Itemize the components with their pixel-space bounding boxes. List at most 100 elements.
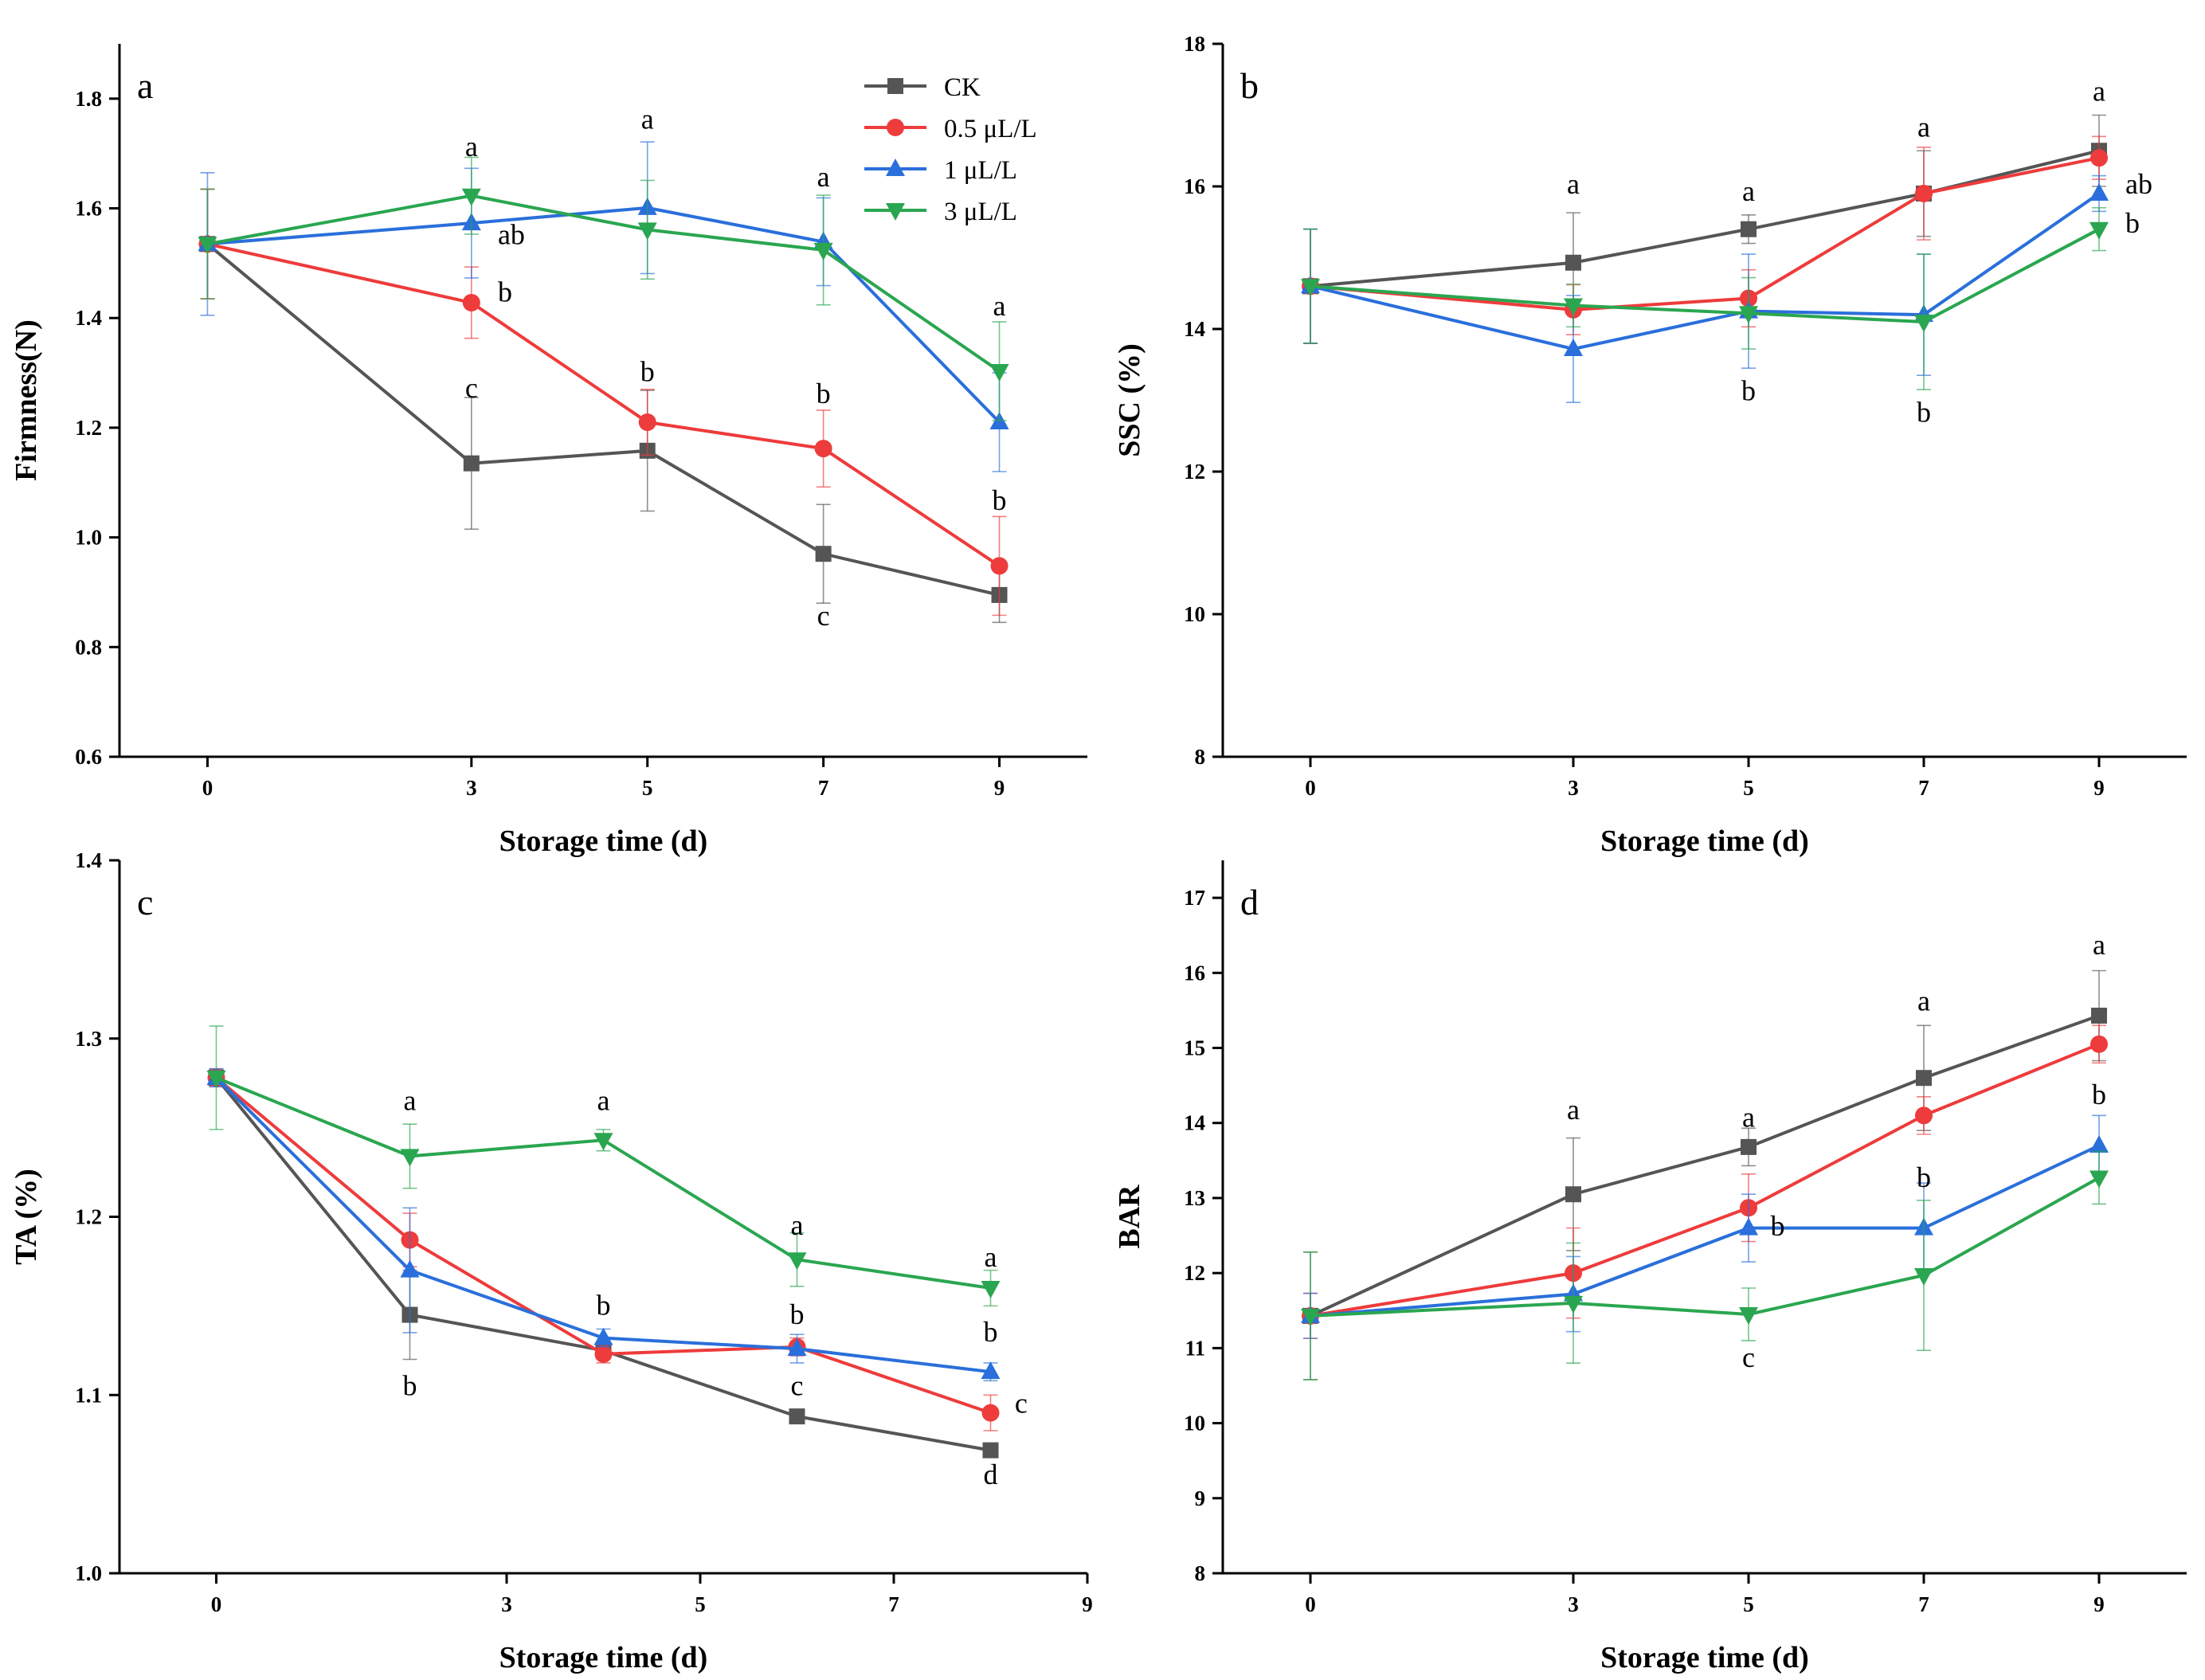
y-tick-label: 14	[1184, 317, 1205, 341]
y-tick-label: 1.2	[75, 1205, 102, 1229]
data-point	[400, 1259, 420, 1278]
chart-panels: 0.6 0.8 1.0 1.2 1.4 1.6 1.8 0 3 5 7 9 Storage time (…	[10, 32, 2187, 1674]
data-point	[1565, 1186, 1581, 1203]
chart-panel-b: 8 10 12 14 16 18 0 3 5 7 9 Storage time (d) SSC (%) b…	[1113, 32, 2187, 858]
y-tick-label: 1.4	[75, 848, 102, 872]
x-tick-label: 9	[994, 776, 1005, 800]
y-tick-label: 1.1	[75, 1383, 102, 1407]
significance-label: c	[1742, 1341, 1755, 1373]
x-tick-label: 0	[202, 776, 213, 800]
y-tick-label: 15	[1184, 1036, 1205, 1060]
significance-label: a	[985, 1241, 997, 1273]
x-axis-title: Storage time (d)	[499, 824, 708, 858]
legend-entry: 0.5 μL/L	[864, 115, 1037, 143]
y-tick-label: 0.8	[75, 635, 102, 659]
data-point	[1564, 339, 1583, 357]
data-point	[1564, 298, 1583, 316]
legend-marker	[886, 203, 905, 221]
significance-label: b	[640, 355, 655, 387]
data-point	[1301, 279, 1320, 297]
significance-label: b	[790, 1298, 805, 1330]
data-point	[1741, 1138, 1757, 1155]
legend-label: 0.5 μL/L	[944, 115, 1037, 143]
data-point	[593, 1327, 613, 1345]
y-tick-label: 14	[1184, 1111, 1205, 1135]
y-tick-label: 10	[1184, 602, 1205, 626]
data-point	[1741, 221, 1757, 237]
panel-letter: d	[1240, 882, 1259, 922]
data-point	[990, 557, 1009, 575]
x-tick-label: 3	[501, 1592, 512, 1616]
x-tick-label: 7	[1918, 776, 1929, 800]
x-tick-label: 7	[888, 1592, 899, 1616]
legend-entry: 1 μL/L	[864, 156, 1017, 185]
legend-label: 3 μL/L	[944, 198, 1017, 226]
significance-label: b	[1741, 375, 1756, 407]
significance-label: a	[1567, 168, 1580, 200]
y-axis-title: Firmness(N)	[10, 319, 43, 481]
significance-label: b	[993, 484, 1007, 516]
data-point	[594, 1345, 613, 1363]
data-point	[2089, 221, 2109, 240]
data-point	[400, 1149, 420, 1167]
panel-letter: c	[137, 882, 153, 922]
data-point	[2091, 1008, 2107, 1024]
panel-letter: b	[1240, 65, 1259, 106]
y-tick-label: 1.4	[75, 306, 102, 330]
data-point	[981, 1404, 1000, 1422]
x-axis-title: Storage time (d)	[1600, 1641, 1809, 1674]
x-tick-label: 3	[1568, 1592, 1579, 1616]
significance-label: c	[791, 1369, 804, 1401]
legend-marker	[886, 159, 905, 176]
data-point	[1916, 1070, 1932, 1087]
x-axis-title: Storage time (d)	[499, 1641, 708, 1674]
data-point	[981, 1361, 1001, 1380]
series-3-l-l	[198, 156, 1009, 421]
data-point	[2089, 1170, 2109, 1189]
significance-label: a	[1742, 175, 1755, 207]
data-point	[1739, 1306, 1758, 1325]
y-tick-label: 1.8	[75, 87, 102, 111]
significance-label: a	[597, 1084, 610, 1116]
data-point	[2090, 149, 2108, 167]
significance-label: a	[465, 131, 478, 163]
chart-panel-c: 1.0 1.1 1.2 1.3 1.4 0 3 5 7 9 Storage time (d) TA (…	[10, 848, 1093, 1674]
data-point	[1564, 1295, 1583, 1314]
significance-label: b	[403, 1369, 417, 1401]
x-tick-label: 3	[1568, 776, 1579, 800]
data-point	[989, 364, 1009, 382]
chart-panel-d: 8 9 10 11 12 13 14 15 16 17 0 3 5 7 9 Storage time (d) B…	[1113, 860, 2187, 1674]
x-tick-label: 0	[1305, 1592, 1316, 1616]
data-point	[1301, 1308, 1320, 1326]
data-point	[1914, 1267, 1933, 1286]
legend: CK 0.5 μL/L 1 μL/L 3 μL/L	[864, 73, 1037, 226]
data-point	[198, 237, 217, 255]
series-3-l-l	[1301, 1150, 2109, 1380]
x-tick-label: 5	[1743, 776, 1754, 800]
significance-label: a	[1742, 1101, 1755, 1133]
legend-marker	[887, 119, 904, 136]
x-tick-label: 5	[695, 1592, 706, 1616]
x-tick-label: 5	[642, 776, 653, 800]
significance-label: b	[984, 1316, 998, 1348]
legend-label: 1 μL/L	[944, 156, 1017, 185]
y-tick-label: 16	[1184, 961, 1205, 985]
data-point	[1739, 306, 1758, 324]
y-tick-label: 1.0	[75, 1561, 102, 1585]
data-point	[206, 1070, 226, 1088]
significance-label: ab	[498, 218, 525, 250]
significance-label: a	[1917, 111, 1930, 143]
significance-label: c	[817, 600, 830, 632]
y-tick-label: 1.6	[75, 197, 102, 221]
data-point	[462, 293, 480, 311]
y-axis-title: BAR	[1113, 1185, 1146, 1249]
significance-label: b	[1771, 1210, 1785, 1242]
y-tick-label: 0.6	[75, 745, 102, 769]
y-axis-title: TA (%)	[10, 1169, 43, 1265]
significance-label: c	[465, 372, 478, 404]
data-point	[2090, 1035, 2108, 1053]
y-tick-label: 18	[1184, 32, 1205, 56]
y-tick-label: 13	[1184, 1186, 1205, 1210]
data-point	[1915, 184, 1933, 202]
y-tick-label: 11	[1185, 1336, 1205, 1360]
